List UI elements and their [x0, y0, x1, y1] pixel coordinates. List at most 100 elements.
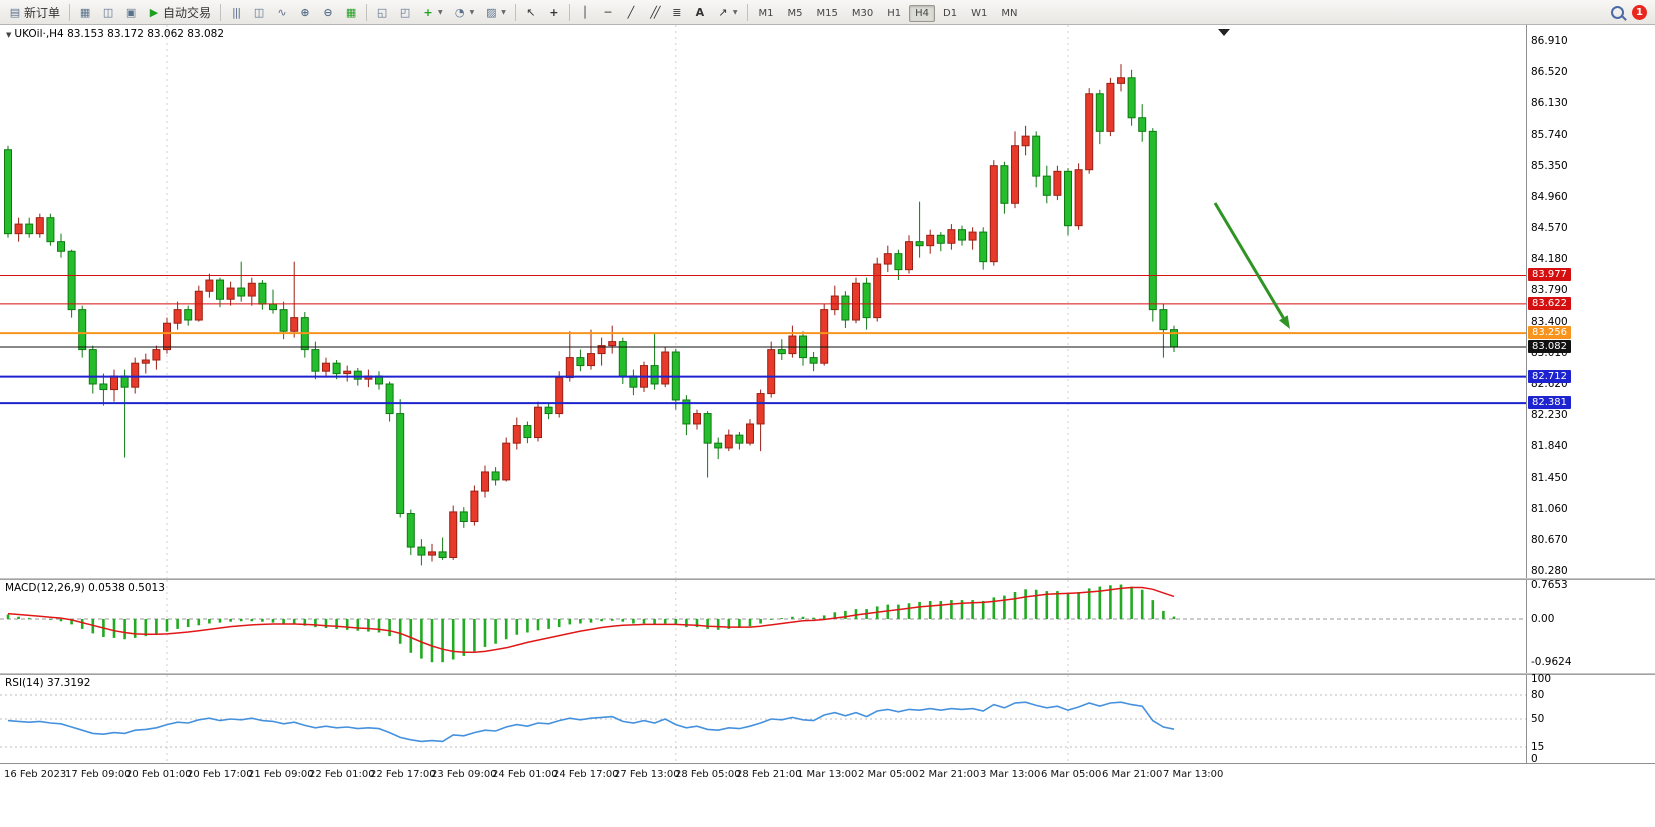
vertical-line-tool-button[interactable]: │	[574, 1, 596, 23]
zoom-out-button[interactable]: ⊖	[317, 1, 339, 23]
timeframe-m15-button[interactable]: M15	[816, 8, 838, 19]
candle-body	[852, 282, 860, 321]
candle-body	[438, 551, 447, 558]
toolbar-separator	[220, 3, 222, 21]
price-tick-label: 86.910	[1531, 35, 1568, 47]
rsi-axis-label: 50	[1531, 713, 1545, 725]
new-chart-button[interactable]: + ▼	[417, 1, 448, 23]
terminal-icon: ▣	[125, 5, 137, 19]
new-order-button[interactable]: ▤ 新订单	[4, 1, 65, 23]
fibonacci-tool-button[interactable]: ≣	[666, 1, 688, 23]
candle-body	[788, 335, 797, 355]
trendline-tool-button[interactable]: ╱	[620, 1, 642, 23]
chart-title-text: UKOil·,H4 83.153 83.172 83.062 83.082	[14, 28, 225, 40]
navigator-button[interactable]: ◫	[97, 1, 119, 23]
bar-chart-mode-button[interactable]: |||	[225, 1, 247, 23]
main-toolbar: ▤ 新订单 ▦ ◫ ▣ ▶ 自动交易 ||| ◫ ∿ ⊕ ⊖ ▦ ◱ ◰ + ▼ …	[0, 0, 1655, 25]
timeframe-h4-button[interactable]: H4	[909, 5, 936, 22]
template-icon: ▨	[486, 5, 497, 19]
timeframe-d1-button[interactable]: D1	[943, 8, 958, 19]
tile-horizontal-button[interactable]: ◰	[394, 1, 416, 23]
annotation-arrow-line[interactable]	[1213, 202, 1285, 319]
time-axis-label: 24 Feb 17:00	[553, 769, 619, 780]
tile-windows-button[interactable]: ▦	[340, 1, 362, 23]
timeframe-button-group: M1 M5 M15 M30 H1 H4 D1 W1 MN	[752, 5, 1025, 22]
search-icon[interactable]	[1611, 5, 1624, 19]
candle-body	[1053, 170, 1062, 196]
timeframe-m30-button[interactable]: M30	[851, 8, 874, 19]
macd-pane-canvas[interactable]	[0, 580, 1526, 673]
time-axis[interactable]: 16 Feb 2023 17 Feb 09:00 20 Feb 01:00 20 Fe…	[0, 765, 1526, 791]
timeframe-m1-button[interactable]: M1	[758, 8, 774, 19]
candle-body	[1074, 169, 1083, 227]
candle-body	[311, 349, 320, 372]
price-tick-label: 86.520	[1531, 66, 1568, 79]
cascade-windows-button[interactable]: ◱	[371, 1, 393, 23]
timeframe-m5-button[interactable]: M5	[787, 8, 803, 19]
candle-body	[746, 423, 754, 444]
macd-axis-label: 0.7653	[1531, 579, 1568, 591]
price-line-badge: 83.622	[1528, 296, 1571, 310]
candlestick-icon: ◫	[253, 5, 265, 19]
time-axis-label: 17 Feb 09:00	[65, 769, 131, 780]
candle-body	[735, 434, 744, 444]
time-axis-label: 2 Mar 05:00	[858, 769, 919, 780]
arrow-tool-button[interactable]: ↗ ▼	[712, 1, 743, 23]
price-tick-label: 86.130	[1531, 97, 1568, 110]
horizontal-line-tool-button[interactable]: ─	[597, 1, 619, 23]
rsi-line	[7, 701, 1175, 743]
line-chart-mode-button[interactable]: ∿	[271, 1, 293, 23]
candle-body	[968, 231, 977, 241]
candle-body	[597, 345, 606, 355]
scroll-to-end-marker[interactable]	[1218, 29, 1230, 36]
candle-body	[777, 349, 786, 355]
macd-signal-line	[7, 586, 1175, 654]
candle-body	[905, 241, 913, 271]
algo-trading-button[interactable]: ▶ 自动交易	[143, 1, 216, 23]
market-watch-button[interactable]: ▦	[74, 1, 96, 23]
candle-body	[46, 217, 55, 243]
cursor-tool-button[interactable]: ↖	[520, 1, 542, 23]
candle-body	[396, 413, 405, 515]
rsi-axis-label: 15	[1531, 741, 1545, 753]
candle-body	[1127, 77, 1136, 119]
candle-body	[78, 309, 87, 351]
crosshair-tool-button[interactable]: +	[543, 1, 565, 23]
candle-body	[131, 362, 140, 388]
price-line-badge: 82.381	[1528, 396, 1571, 410]
timeframe-w1-button[interactable]: W1	[971, 8, 988, 19]
rsi-pane-divider[interactable]	[0, 673, 1655, 675]
rsi-pane-canvas[interactable]	[0, 675, 1526, 763]
timeframe-h1-button[interactable]: H1	[887, 8, 902, 19]
notification-badge[interactable]: 1	[1632, 4, 1647, 20]
candle-body	[25, 223, 34, 235]
terminal-button[interactable]: ▣	[120, 1, 142, 23]
main-chart-canvas[interactable]	[0, 25, 1526, 578]
time-axis-label: 20 Feb 17:00	[187, 769, 253, 780]
macd-axis-label: -0.9624	[1531, 656, 1572, 668]
time-axis-label: 2 Mar 21:00	[919, 769, 980, 780]
candlestick-mode-button[interactable]: ◫	[248, 1, 270, 23]
price-line-badge: 83.977	[1528, 268, 1571, 282]
candle-body	[1085, 93, 1094, 171]
candle-body	[502, 442, 511, 481]
candle-body	[194, 290, 203, 321]
toolbar-separator	[69, 3, 71, 21]
candle-body	[767, 349, 776, 395]
candle-body	[343, 370, 352, 375]
template-menu-button[interactable]: ▨ ▼	[480, 1, 511, 23]
period-menu-button[interactable]: ◔ ▼	[449, 1, 480, 23]
candle-body	[820, 309, 829, 364]
candle-body	[703, 413, 712, 444]
price-axis[interactable]: 86.910 86.520 86.130 85.740 85.350 84.960 84.5…	[1527, 25, 1655, 765]
zoom-in-button[interactable]: ⊕	[294, 1, 316, 23]
annotation-arrow-head[interactable]	[1279, 315, 1290, 329]
channel-tool-button[interactable]: ╱╱	[643, 1, 665, 23]
macd-pane-divider[interactable]	[0, 578, 1655, 580]
text-tool-button[interactable]: A	[689, 1, 711, 23]
timeframe-mn-button[interactable]: MN	[1001, 8, 1018, 19]
candle-body	[894, 253, 903, 271]
navigator-icon: ◫	[102, 5, 114, 19]
candle-body	[915, 241, 924, 247]
candle-body	[14, 223, 23, 235]
